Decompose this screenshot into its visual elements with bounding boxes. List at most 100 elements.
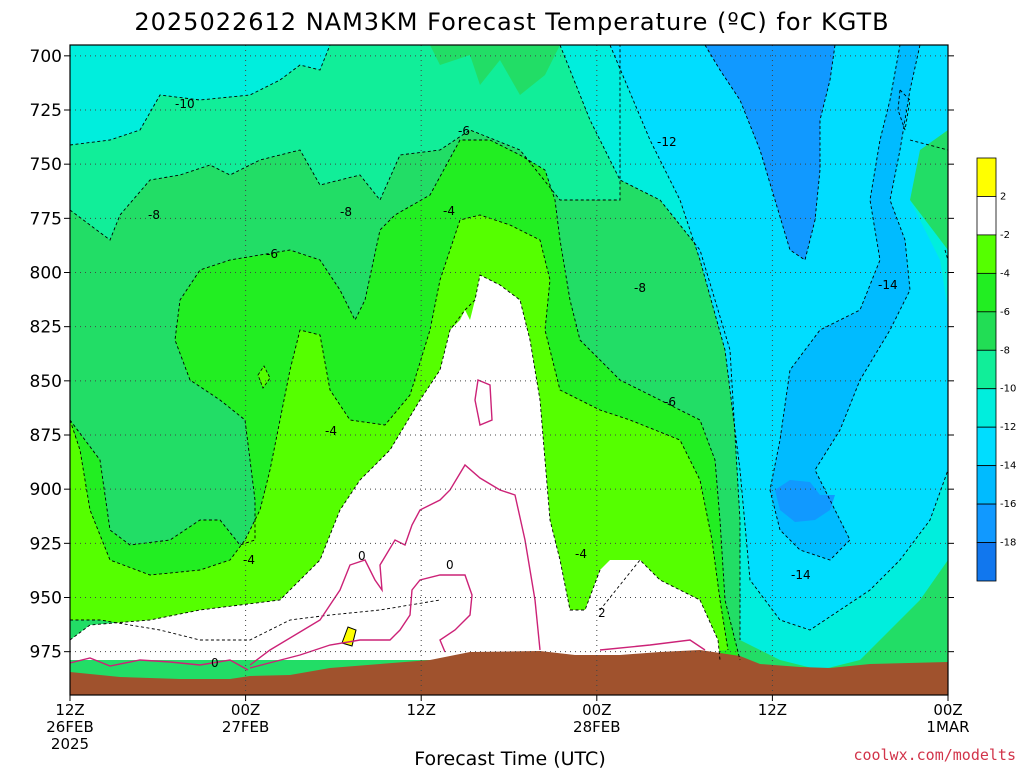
x-tick-label: 12Z [55,701,84,719]
contour-label: -4 [325,424,337,438]
colorbar-label: -8 [1000,345,1010,356]
band-fill-minus18-low [775,480,835,522]
y-tick-label: 750 [30,155,62,175]
contour-label: -10 [175,97,195,111]
contour-label: -8 [148,208,160,222]
contour-line [559,45,741,640]
x-tick-label: 12Z [758,701,787,719]
colorbar-swatch [976,157,997,197]
y-tick-label: 900 [30,480,62,500]
colorbar-swatch [976,272,997,313]
y-tick-label: 775 [30,209,62,229]
colorbar-swatch [976,465,997,505]
contour-label: -6 [664,395,676,409]
colorbar-label: -12 [1000,422,1016,433]
freezing-line [249,574,473,669]
contour-lines [70,45,948,661]
contour-line [70,274,601,641]
contour-label: -6 [266,247,278,261]
band-fill-minus12-top [70,45,330,145]
y-tick-label: 925 [30,534,62,554]
band-fill-minus2-pocket [475,380,492,425]
colorbar-label: -16 [1000,499,1016,510]
contour-label: -6 [458,124,470,138]
y-tick-label: 975 [30,643,62,663]
contour-label: 2 [598,606,606,620]
contour-line [70,45,331,146]
contour-label: 0 [446,558,454,572]
x-tick-label: 28FEB [573,718,620,736]
y-tick-label: 850 [30,372,62,392]
colorbar-swatch [976,234,997,274]
band-fill-minus14 [610,45,948,630]
y-tick-label: 875 [30,426,62,446]
x-tick-label: 00Z [933,701,962,719]
contour-line [897,89,911,131]
colorbar-swatch [976,196,997,236]
x-tick-label: 00Z [231,701,260,719]
y-tick-label: 700 [30,47,62,67]
x-tick-label: 26FEB [46,718,93,736]
colorbar-swatch [976,542,997,582]
contour-line [70,139,741,661]
colorbar-swatch [976,503,997,543]
contour-labels: -10 -6 -12 -8 -8 -4 -6 -8 -14 -6 -4 -4 0… [148,97,898,670]
contour-label: -14 [791,568,811,582]
band-fill-minus4-blob [257,365,271,389]
y-tick-label: 825 [30,318,62,338]
y-tick-label: 950 [30,589,62,609]
contour-label: -14 [878,278,898,292]
contour-label: -8 [634,281,646,295]
colorbar-label: -10 [1000,384,1016,395]
freezing-line [599,639,706,651]
freezing-line [70,657,249,671]
x-axis-title: Forecast Time (UTC) [414,748,605,768]
plot-frame [69,44,949,696]
contour-label: -4 [443,204,455,218]
contour-line [909,139,948,261]
band-fill-minus18 [705,45,835,260]
colorbar-swatch [976,388,997,428]
x-tick-label: 27FEB [222,718,269,736]
colorbar-swatch [976,311,997,351]
x-tick-label: 12Z [407,701,436,719]
colorbar: 2 -2 -4 -6 -8 -10 -12 -14 -16 -18 [976,157,1016,582]
contour-line [704,45,836,261]
contour-line [660,45,921,561]
y-tick-label: 725 [30,101,62,121]
x-tick-label: 00Z [582,701,611,719]
contour-line [609,45,948,631]
contour-label: -12 [657,135,677,149]
colorbar-swatch [976,426,997,467]
colorbar-label: -4 [1000,268,1010,279]
colorbar-swatch [976,349,997,390]
y-axis: 700 725 750 775 800 825 850 875 900 925 950 975 [30,47,954,663]
contour-label: -4 [575,547,587,561]
terrain-ground [70,650,948,695]
contour-line [70,214,729,651]
contour-label: 0 [211,656,219,670]
credit-text: coolwx.com/modelts [853,746,1016,764]
contour-label: -8 [340,205,352,219]
band-fill-minus2 [70,275,720,660]
x-tick-label: 2025 [51,735,89,753]
freezing-line [474,379,493,426]
band-fill-minus16 [660,45,920,560]
plot-area: -10 -6 -12 -8 -8 -4 -6 -8 -14 -6 -4 -4 0… [69,44,949,696]
contour-label: -4 [243,553,255,567]
colorbar-label: -2 [1000,230,1010,241]
freezing-line [249,463,541,666]
freezing-lines [70,379,706,671]
x-tick-label: 1MAR [926,718,969,736]
contour-line [599,559,721,661]
contour-line [70,45,621,241]
colorbar-label: -18 [1000,538,1016,549]
colorbar-label: -14 [1000,461,1016,472]
contour-label: 0 [358,549,366,563]
chart-title: 2025022612 NAM3KM Forecast Temperature (… [134,8,889,36]
y-tick-label: 800 [30,264,62,284]
colorbar-label: 2 [1000,191,1006,202]
colorbar-label: -6 [1000,307,1010,318]
